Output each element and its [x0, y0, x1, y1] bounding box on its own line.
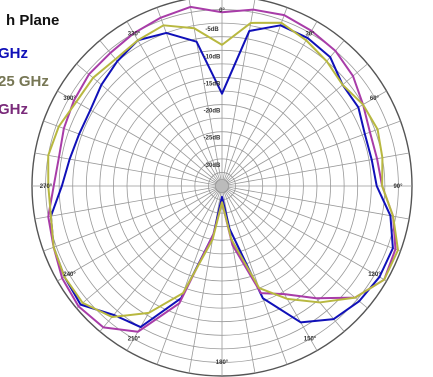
- grid-spoke: [226, 63, 368, 183]
- polar-grid: [31, 0, 413, 377]
- grid-spoke: [226, 189, 368, 309]
- grid-spoke: [43, 187, 217, 252]
- grid-spoke: [57, 188, 217, 282]
- legend-entry-2: 25 GHz: [0, 73, 49, 90]
- grid-spoke: [228, 152, 410, 186]
- angle-tick-label: 240°: [63, 272, 76, 278]
- grid-spoke: [156, 7, 221, 181]
- grid-spoke: [156, 191, 221, 365]
- grid-spoke: [99, 40, 219, 182]
- grid-spoke: [227, 188, 387, 282]
- chart-title: h Plane: [6, 12, 59, 29]
- grid-spoke: [228, 186, 410, 220]
- angle-tick-label: 210°: [128, 336, 141, 342]
- grid-center: [215, 179, 229, 193]
- series-layer: [47, 5, 399, 333]
- grid-spoke: [224, 191, 318, 351]
- grid-spoke: [225, 190, 345, 332]
- legend-entry-1: GHz: [0, 45, 28, 62]
- legend: h Plane GHz 25 GHz GHz: [0, 12, 59, 118]
- grid-spoke: [126, 191, 220, 351]
- grid-spoke: [227, 90, 387, 184]
- angle-tick-label: 180°: [216, 360, 229, 366]
- grid-spoke: [43, 120, 217, 185]
- grid-spoke: [227, 120, 401, 185]
- angle-tick-label: 60°: [370, 96, 380, 102]
- angle-tick-label: 0°: [219, 8, 225, 14]
- radial-tick-label: -20dB: [204, 109, 221, 115]
- angle-tick-label: 300°: [63, 96, 76, 102]
- angle-tick-label: 270°: [40, 184, 53, 190]
- radial-tick-label: -15dB: [204, 81, 221, 87]
- grid-spoke: [223, 191, 288, 365]
- angle-tick-label: 30°: [305, 32, 315, 38]
- grid-spoke: [99, 190, 219, 332]
- radial-tick-label: -30dB: [204, 163, 221, 169]
- grid-spoke: [76, 63, 218, 183]
- grid-spoke: [222, 0, 256, 180]
- series-line-1: [49, 24, 394, 329]
- grid-spoke: [57, 90, 217, 184]
- radial-tick-label: -25dB: [204, 136, 221, 142]
- grid-spoke: [34, 152, 216, 186]
- grid-spoke: [223, 7, 288, 181]
- grid-spoke: [227, 187, 401, 252]
- radial-tick-label: -10dB: [204, 54, 221, 60]
- grid-spoke: [126, 21, 220, 181]
- grid-spoke: [224, 21, 318, 181]
- grid-spoke: [225, 40, 345, 182]
- angle-tick-label: 90°: [393, 184, 403, 190]
- grid-spoke: [34, 186, 216, 220]
- tick-labels: 0° 30° 60° 90° 120° 150° 180° 210° 240° 270° 300° 3…: [40, 8, 403, 366]
- angle-tick-label: 120°: [368, 272, 381, 278]
- angle-tick-label: 330°: [128, 32, 141, 38]
- legend-entry-3: GHz: [0, 101, 28, 118]
- angle-tick-label: 150°: [304, 336, 317, 342]
- grid-spoke: [76, 189, 218, 309]
- series-line-3: [47, 21, 399, 318]
- radial-tick-label: -5dB: [205, 27, 219, 33]
